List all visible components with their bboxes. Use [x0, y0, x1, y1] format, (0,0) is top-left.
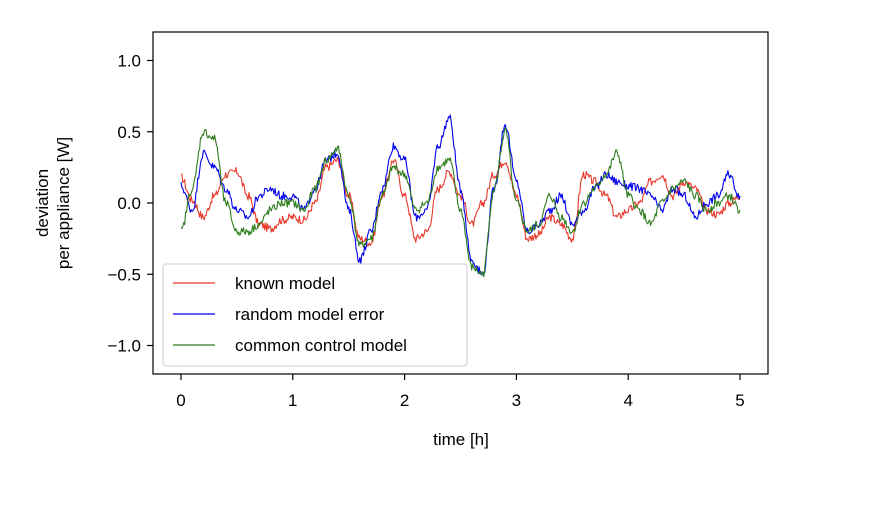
x-tick-label: 3 — [512, 391, 521, 410]
x-tick-label: 2 — [400, 391, 409, 410]
x-tick-label: 0 — [176, 391, 185, 410]
y-axis: −1.0 −0.5 0.0 0.5 1.0 — [107, 52, 153, 356]
series-line-3 — [180, 127, 741, 278]
y-axis-label-line-1: deviation — [33, 169, 52, 237]
legend-box — [162, 263, 468, 367]
y-axis-label: deviation per appliance [W] — [33, 137, 73, 269]
legend: known model random model error common cont… — [162, 263, 468, 367]
y-tick-label: 0.0 — [117, 194, 141, 213]
y-axis-label-line-2: per appliance [W] — [54, 137, 73, 269]
x-axis: 0 1 2 3 4 5 — [176, 374, 745, 410]
series-line-2 — [180, 114, 741, 276]
series-line-1 — [180, 156, 741, 247]
legend-label-1: known model — [235, 274, 335, 293]
y-tick-label: −1.0 — [107, 337, 141, 356]
y-tick-label: 0.5 — [117, 123, 141, 142]
x-tick-label: 4 — [623, 391, 632, 410]
x-axis-label: time [h] — [433, 430, 489, 449]
x-tick-label: 5 — [735, 391, 744, 410]
legend-label-2: random model error — [235, 305, 385, 324]
series-layer — [180, 114, 741, 278]
y-tick-label: −0.5 — [107, 265, 141, 284]
y-tick-label: 1.0 — [117, 52, 141, 71]
legend-label-3: common control model — [235, 336, 407, 355]
x-tick-label: 1 — [288, 391, 297, 410]
